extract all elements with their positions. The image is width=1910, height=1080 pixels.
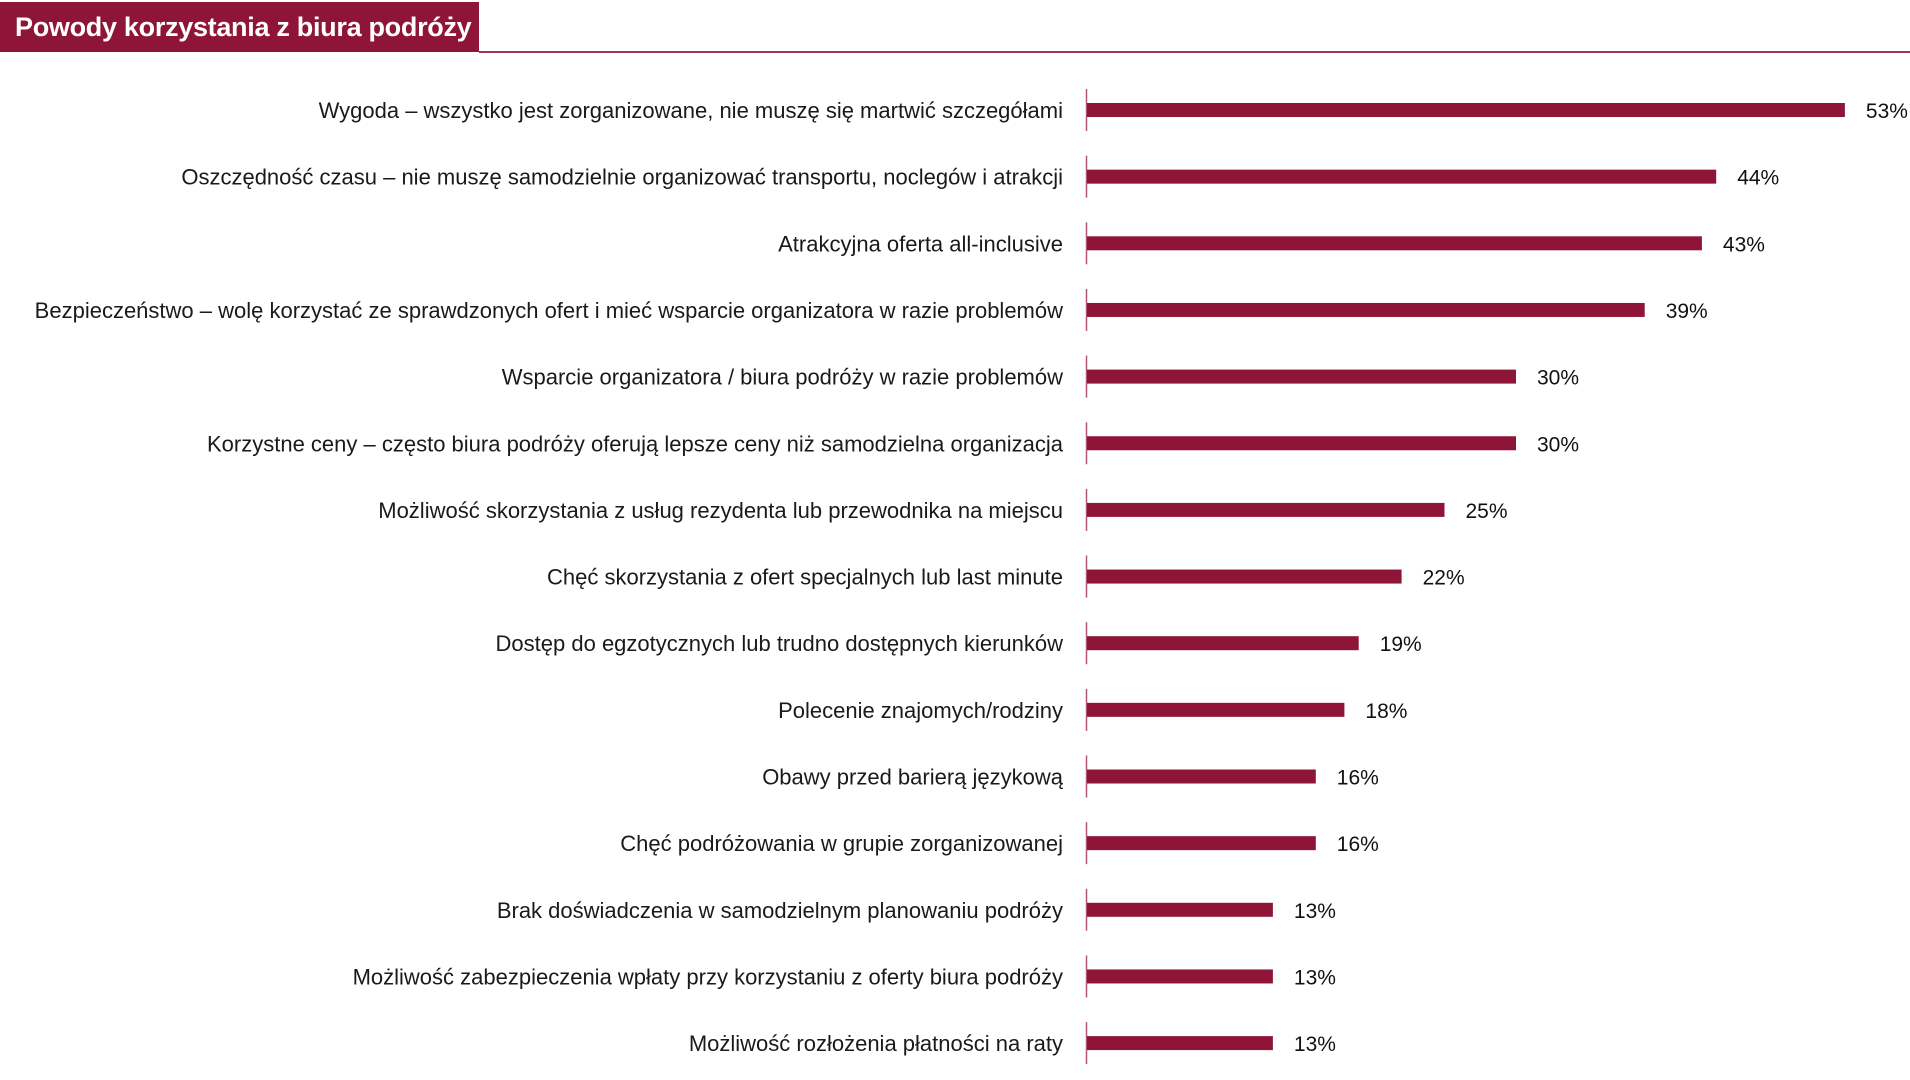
bar-row: Wygoda – wszystko jest zorganizowane, ni… <box>319 89 1908 131</box>
value-label: 39% <box>1666 300 1708 323</box>
category-label: Chęć podróżowania w grupie zorganizowane… <box>620 831 1063 856</box>
category-label: Oszczędność czasu – nie muszę samodzieln… <box>181 165 1063 190</box>
value-label: 16% <box>1337 767 1379 790</box>
bar <box>1087 502 1445 517</box>
bar <box>1087 902 1273 917</box>
category-label: Korzystne ceny – często biura podróży of… <box>207 431 1064 456</box>
bar-row: Chęć podróżowania w grupie zorganizowane… <box>620 822 1379 865</box>
bar <box>1087 302 1645 317</box>
value-label: 22% <box>1423 567 1465 590</box>
value-label: 13% <box>1294 1033 1336 1056</box>
category-label: Możliwość rozłożenia płatności na raty <box>689 1031 1063 1056</box>
value-label: 13% <box>1294 900 1336 923</box>
category-label: Chęć skorzystania z ofert specjalnych lu… <box>547 565 1063 590</box>
bar <box>1087 103 1845 117</box>
bar-row: Oszczędność czasu – nie muszę samodzieln… <box>181 155 1779 198</box>
bar-row: Atrakcyjna oferta all-inclusive 43% <box>778 222 1765 265</box>
value-label: 13% <box>1294 966 1336 989</box>
bar-row: Chęć skorzystania z ofert specjalnych lu… <box>547 555 1465 598</box>
value-label: 18% <box>1365 700 1407 723</box>
category-label: Wsparcie organizatora / biura podróży w … <box>502 365 1063 390</box>
bar-row: Dostęp do egzotycznych lub trudno dostęp… <box>496 622 1422 665</box>
category-label: Możliwość skorzystania z usług rezydenta… <box>378 498 1063 523</box>
category-label: Dostęp do egzotycznych lub trudno dostęp… <box>496 631 1064 656</box>
category-label: Wygoda – wszystko jest zorganizowane, ni… <box>319 98 1063 123</box>
bar <box>1087 169 1717 184</box>
value-label: 30% <box>1537 367 1579 390</box>
bar-row: Możliwość rozłożenia płatności na raty 13… <box>689 1022 1336 1065</box>
value-label: 25% <box>1466 500 1508 523</box>
bar <box>1087 702 1345 717</box>
category-label: Brak doświadczenia w samodzielnym planow… <box>497 898 1063 923</box>
bar-row: Bezpieczeństwo – wolę korzystać ze spraw… <box>35 288 1708 331</box>
value-label: 44% <box>1737 167 1779 190</box>
bar <box>1087 436 1516 451</box>
bar-row: Korzystne ceny – często biura podróży of… <box>207 422 1579 465</box>
value-label: 16% <box>1337 833 1379 856</box>
bar-row: Możliwość skorzystania z usług rezydenta… <box>378 488 1508 531</box>
bar <box>1087 636 1359 651</box>
bar <box>1087 769 1316 784</box>
value-label: 43% <box>1723 233 1765 256</box>
value-label: 19% <box>1380 633 1422 656</box>
bar <box>1087 1036 1273 1051</box>
bar <box>1087 236 1702 251</box>
category-label: Obawy przed barierą językową <box>762 765 1064 790</box>
category-label: Polecenie znajomych/rodziny <box>778 698 1063 723</box>
title-divider <box>479 51 1910 53</box>
bar <box>1087 836 1316 851</box>
bar-row: Obawy przed barierą językową 16% <box>762 755 1379 798</box>
bar <box>1087 569 1402 584</box>
bar-row: Polecenie znajomych/rodziny 18% <box>778 688 1407 731</box>
chart-title: Powody korzystania z biura podróży <box>0 2 479 52</box>
bar-row: Możliwość zabezpieczenia wpłaty przy kor… <box>353 955 1336 998</box>
bar <box>1087 369 1516 384</box>
category-label: Atrakcyjna oferta all-inclusive <box>778 231 1063 256</box>
category-label: Bezpieczeństwo – wolę korzystać ze spraw… <box>35 298 1063 323</box>
bar-row: Wsparcie organizatora / biura podróży w … <box>502 355 1579 398</box>
value-label: 30% <box>1537 433 1579 456</box>
bar-row: Brak doświadczenia w samodzielnym planow… <box>497 888 1336 931</box>
bar <box>1087 969 1273 984</box>
category-label: Możliwość zabezpieczenia wpłaty przy kor… <box>353 964 1063 989</box>
value-label: 53% <box>1866 100 1908 123</box>
